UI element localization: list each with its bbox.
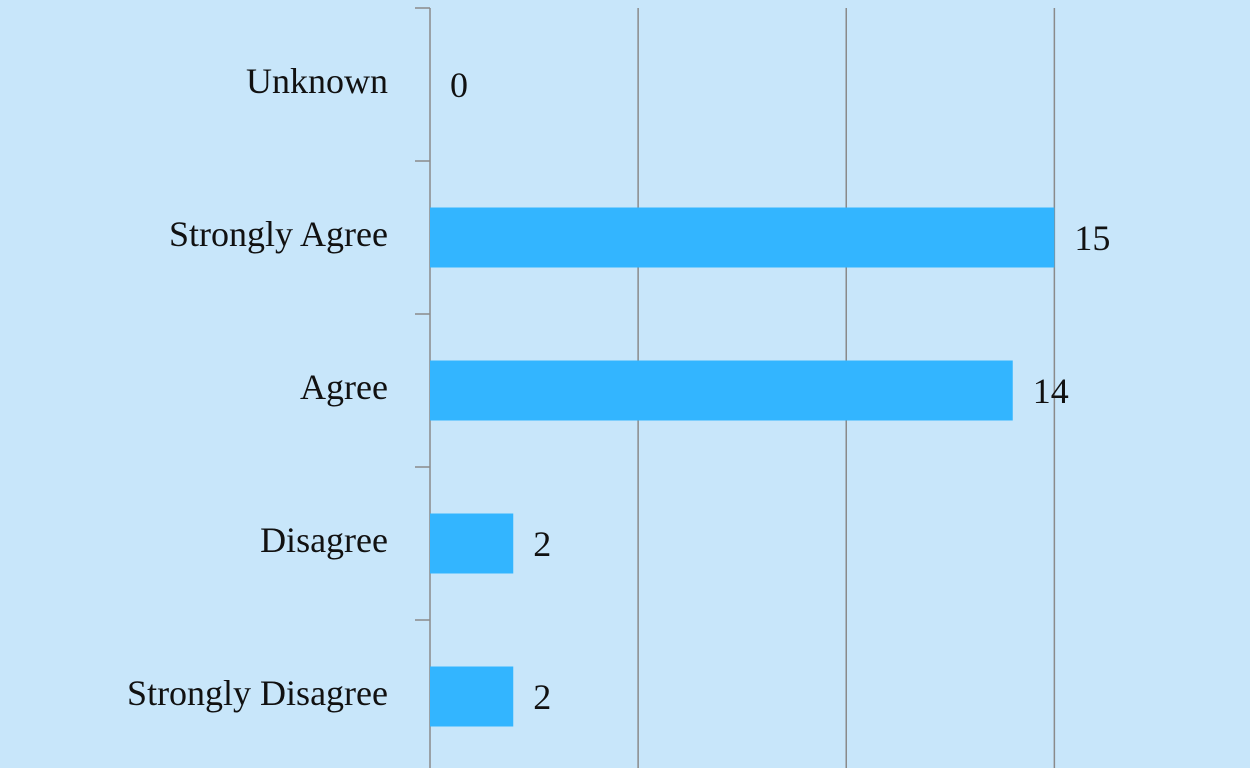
value-label: 15 — [1074, 218, 1110, 258]
value-label: 14 — [1033, 371, 1069, 411]
y-tick-label: Strongly Disagree — [127, 673, 388, 713]
value-label: 2 — [533, 524, 551, 564]
bar — [430, 513, 514, 574]
y-tick-label: Strongly Agree — [169, 214, 388, 254]
bar — [430, 360, 1013, 421]
value-label: 2 — [533, 677, 551, 717]
value-label: 0 — [450, 65, 468, 105]
y-tick-label: Disagree — [260, 520, 388, 560]
y-tick-label: Unknown — [246, 61, 388, 101]
bar — [430, 207, 1055, 268]
bar — [430, 666, 514, 727]
y-tick-label: Agree — [300, 367, 388, 407]
